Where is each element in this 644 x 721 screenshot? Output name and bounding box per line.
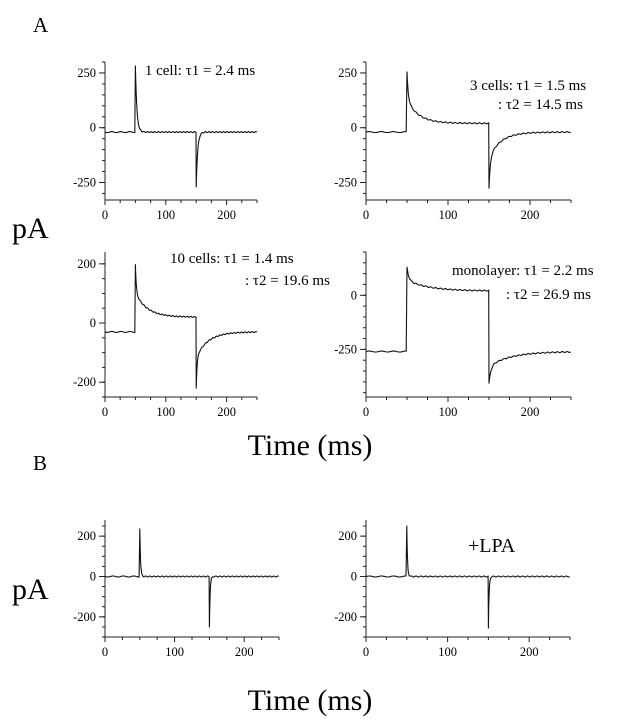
y-axis-label-a: pA	[12, 212, 49, 245]
x-tick-label: 200	[217, 208, 236, 222]
fit-annotation: 10 cells: τ1 = 1.4 ms	[170, 251, 294, 267]
chart-a2: 0 100 200 250 0 -250 3 cells: τ1 = 1.5 ms : τ2 …	[334, 61, 586, 222]
current-trace	[104, 528, 280, 628]
y-tick-label: 0	[90, 569, 96, 583]
chart-a1: 0 100 200 250 0 -250 1 cell: τ1 = 2.4 ms	[73, 61, 258, 222]
fit-annotation: 1 cell: τ1 = 2.4 ms	[145, 63, 255, 79]
current-trace	[365, 266, 571, 384]
y-tick-label: -250	[334, 175, 357, 189]
fit-annotation: monolayer: τ1 = 2.2 ms	[452, 263, 594, 279]
x-tick-label: 0	[102, 405, 108, 419]
x-tick-label: 100	[439, 208, 458, 222]
fit-annotation: +LPA	[468, 535, 516, 557]
chart-b1: 0 100 200 200 0 -200	[73, 520, 280, 659]
x-axis-label-b: Time (ms)	[248, 684, 373, 717]
fit-annotation: 3 cells: τ1 = 1.5 ms	[470, 78, 586, 94]
x-tick-label: 0	[102, 645, 108, 659]
fit-annotation: : τ2 = 14.5 ms	[498, 97, 583, 113]
y-tick-label: -200	[73, 375, 96, 389]
current-trace	[104, 264, 258, 389]
chart-a3: 0 100 200 200 0 -200 10 cells: τ1 = 1.4 ms : τ2…	[73, 251, 330, 419]
x-tick-label: 200	[521, 405, 540, 419]
y-tick-label: 250	[77, 66, 96, 80]
panel-a-letter: A	[33, 13, 49, 37]
y-tick-label: -200	[73, 610, 96, 624]
y-tick-label: 0	[351, 288, 357, 302]
x-tick-label: 200	[520, 645, 539, 659]
current-trace	[104, 65, 258, 188]
y-tick-label: -250	[334, 342, 357, 356]
current-trace	[365, 71, 571, 189]
x-tick-label: 100	[156, 405, 175, 419]
x-tick-label: 100	[165, 645, 184, 659]
x-tick-label: 100	[438, 645, 457, 659]
x-tick-label: 200	[235, 645, 254, 659]
y-axis-label-b: pA	[12, 573, 49, 606]
x-tick-label: 200	[217, 405, 236, 419]
x-axis-label-a: Time (ms)	[248, 429, 373, 462]
y-tick-label: 0	[90, 316, 96, 330]
y-tick-label: 200	[77, 529, 96, 543]
panel-b-letter: B	[33, 451, 47, 475]
y-tick-label: 200	[77, 257, 96, 271]
y-tick-label: 0	[351, 569, 357, 583]
x-tick-label: 0	[363, 645, 369, 659]
x-tick-label: 0	[363, 405, 369, 419]
y-tick-label: 200	[338, 529, 357, 543]
y-tick-label: 250	[338, 66, 357, 80]
chart-a4: 0 100 200 0 -250 monolayer: τ1 = 2.2 ms : τ2 =…	[334, 251, 594, 419]
fit-annotation: : τ2 = 26.9 ms	[506, 287, 591, 303]
x-tick-label: 200	[521, 208, 540, 222]
y-tick-label: 0	[351, 121, 357, 135]
chart-b2: 0 100 200 200 0 -200 +LPA	[334, 520, 571, 659]
y-tick-label: -250	[73, 175, 96, 189]
y-tick-label: 0	[90, 121, 96, 135]
current-trace	[365, 525, 570, 629]
x-tick-label: 0	[102, 208, 108, 222]
fit-annotation: : τ2 = 19.6 ms	[245, 273, 330, 289]
x-tick-label: 0	[363, 208, 369, 222]
y-tick-label: -200	[334, 610, 357, 624]
x-tick-label: 100	[156, 208, 175, 222]
x-tick-label: 100	[439, 405, 458, 419]
